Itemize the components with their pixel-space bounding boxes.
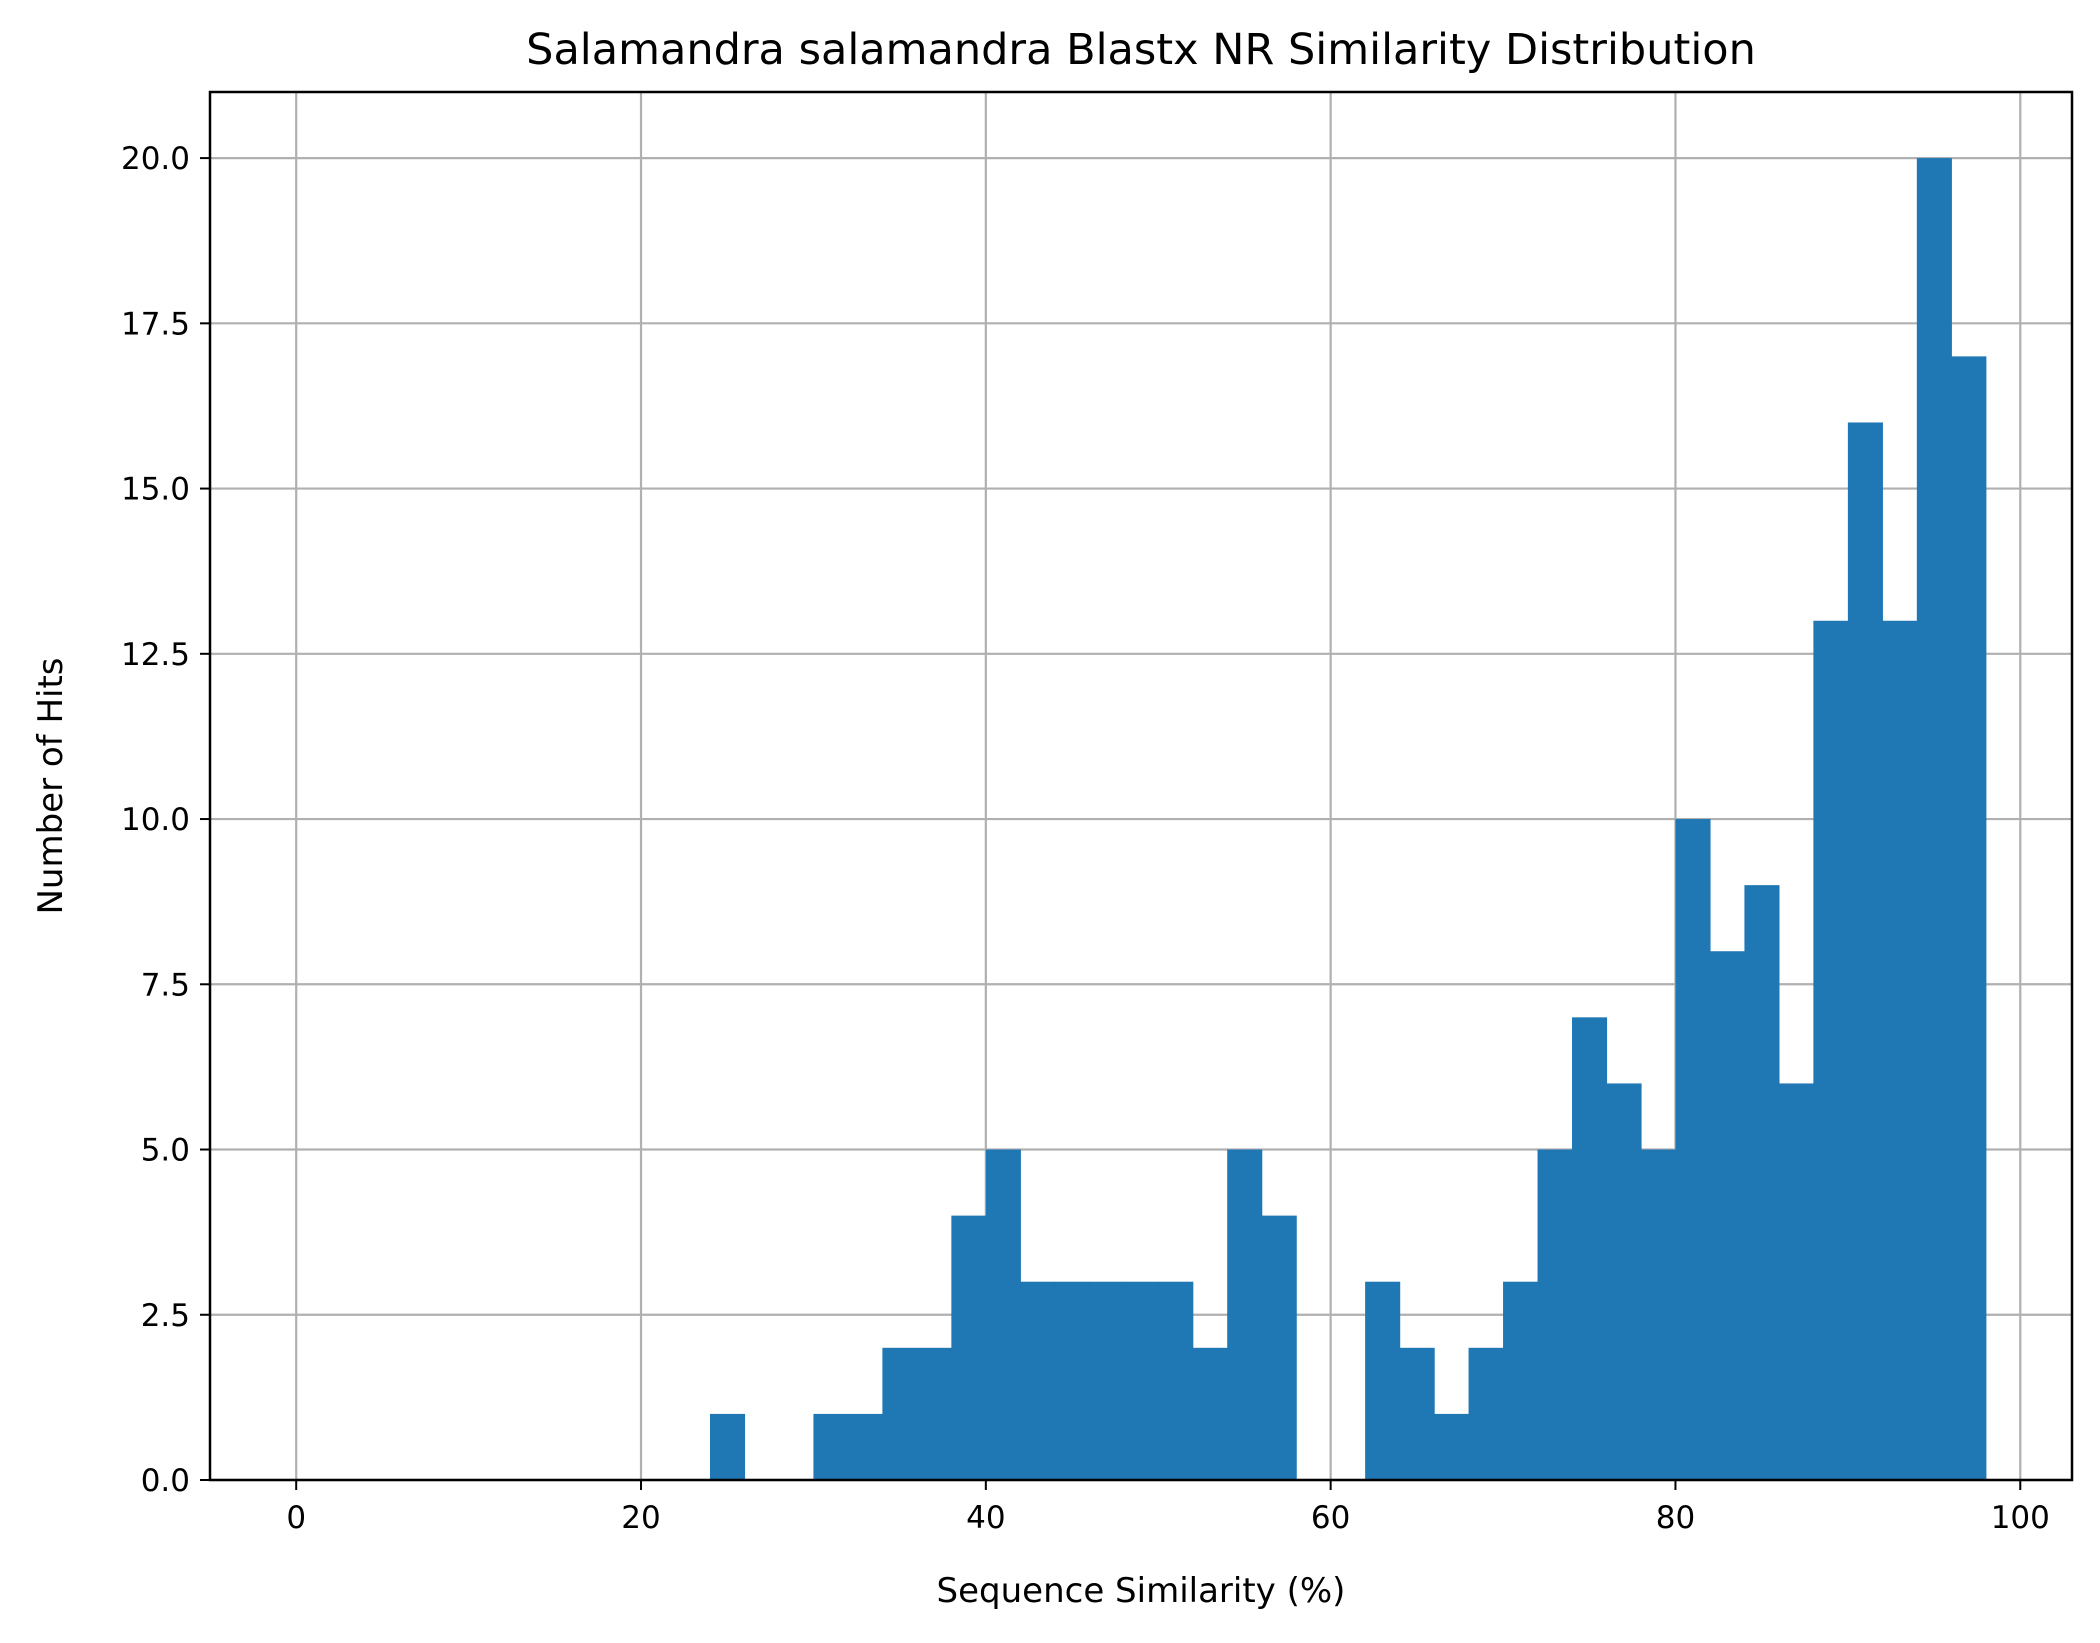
x-tick-label: 60 xyxy=(1311,1500,1350,1536)
histogram-bar xyxy=(1640,1149,1677,1480)
y-tick-label: 10.0 xyxy=(121,802,190,838)
x-tick-label: 0 xyxy=(286,1500,306,1536)
tick-layer: 0 20 40 60 80 100 0.0 2.5 5.0 7.5 10.0 12.5 15.0 17.5… xyxy=(121,141,2050,1536)
histogram-bar xyxy=(1778,1083,1814,1480)
histogram-bar xyxy=(1744,885,1780,1480)
histogram-bar xyxy=(1813,620,1849,1480)
x-tick-label: 20 xyxy=(621,1500,660,1536)
plot-frame xyxy=(208,90,2074,1482)
histogram-bar xyxy=(1227,1149,1263,1480)
histogram-bar xyxy=(1951,356,1987,1480)
histogram-bar xyxy=(916,1347,952,1480)
histogram-bar xyxy=(1123,1281,1159,1480)
histogram-bar xyxy=(1020,1281,1056,1480)
histogram-bar xyxy=(1158,1281,1194,1480)
x-tick-label: 40 xyxy=(966,1500,1005,1536)
histogram-bar xyxy=(1503,1281,1539,1480)
histogram-bar xyxy=(1847,422,1883,1480)
y-axis-label: Number of Hits xyxy=(31,657,71,914)
x-tick-label: 80 xyxy=(1656,1500,1695,1536)
histogram-bar xyxy=(882,1347,918,1480)
histogram-bar xyxy=(1054,1281,1090,1480)
histogram-bar xyxy=(985,1149,1021,1480)
histogram-bar xyxy=(1675,819,1711,1480)
histogram-bar xyxy=(1399,1347,1435,1480)
histogram-bar xyxy=(1709,951,1746,1480)
histogram-bar xyxy=(1468,1347,1504,1480)
histogram-bar xyxy=(1537,1149,1573,1480)
histogram-bar xyxy=(1572,1017,1608,1480)
chart-title: Salamandra salamandra Blastx NR Similari… xyxy=(526,25,1756,75)
histogram-bar xyxy=(1192,1347,1228,1480)
y-tick-label: 17.5 xyxy=(121,306,190,342)
histogram-bar xyxy=(847,1413,883,1480)
y-tick-label: 12.5 xyxy=(121,637,190,673)
histogram-bar xyxy=(1606,1083,1642,1480)
y-tick-label: 15.0 xyxy=(121,472,190,508)
histogram-bar xyxy=(1365,1281,1401,1480)
histogram-bar xyxy=(1882,620,1918,1480)
histogram-bar xyxy=(1434,1413,1470,1480)
y-tick-label: 2.5 xyxy=(141,1298,190,1334)
histogram-bar xyxy=(709,1413,746,1480)
y-tick-label: 0.0 xyxy=(141,1463,190,1499)
x-axis-label: Sequence Similarity (%) xyxy=(937,1571,1346,1611)
x-tick-label: 100 xyxy=(1991,1500,2050,1536)
histogram-bar xyxy=(813,1413,849,1480)
histogram-bar xyxy=(1916,158,1952,1481)
bar-layer xyxy=(709,158,1987,1481)
grid-layer xyxy=(210,92,2072,1482)
histogram-bar xyxy=(1261,1215,1297,1480)
y-tick-label: 5.0 xyxy=(141,1133,190,1169)
histogram-bar xyxy=(1089,1281,1125,1480)
y-tick-label: 20.0 xyxy=(121,141,190,177)
y-tick-label: 7.5 xyxy=(141,967,190,1003)
histogram-bar xyxy=(951,1215,987,1480)
